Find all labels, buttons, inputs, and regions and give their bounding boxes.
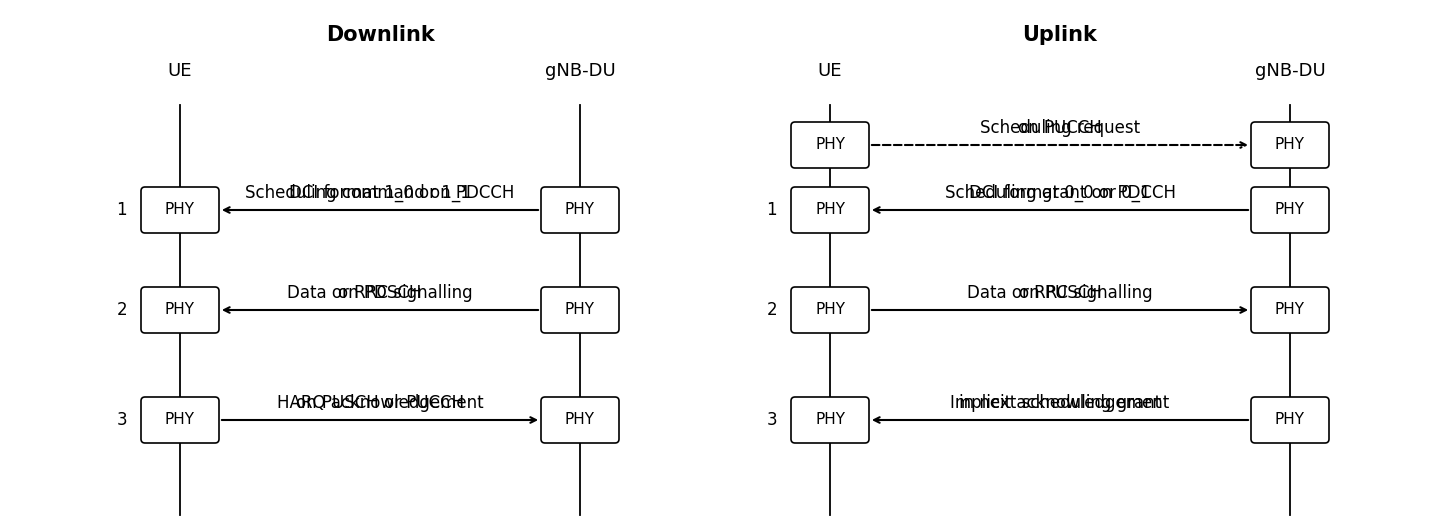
Text: Data or RRC signalling: Data or RRC signalling <box>287 284 472 302</box>
Text: PHY: PHY <box>565 303 595 317</box>
FancyBboxPatch shape <box>142 187 219 233</box>
Text: HARQ acknowledgement: HARQ acknowledgement <box>277 394 484 412</box>
Text: Scheduling command on PDCCH: Scheduling command on PDCCH <box>245 184 514 202</box>
Text: PHY: PHY <box>565 412 595 428</box>
Text: 1: 1 <box>117 201 127 219</box>
Text: PHY: PHY <box>814 303 845 317</box>
Text: in next scheduling grant: in next scheduling grant <box>959 373 1161 412</box>
Text: PHY: PHY <box>165 412 195 428</box>
Text: DCI format 0_0 or 0_1: DCI format 0_0 or 0_1 <box>969 163 1151 202</box>
Text: PHY: PHY <box>1275 303 1305 317</box>
Text: PHY: PHY <box>1275 137 1305 153</box>
Text: PHY: PHY <box>814 412 845 428</box>
Text: UE: UE <box>168 62 192 80</box>
Text: PHY: PHY <box>1275 202 1305 217</box>
Text: PHY: PHY <box>165 202 195 217</box>
FancyBboxPatch shape <box>1251 397 1328 443</box>
Text: Uplink: Uplink <box>1022 25 1097 45</box>
Text: DCI format 1_0 or 1_1: DCI format 1_0 or 1_1 <box>289 163 471 202</box>
FancyBboxPatch shape <box>1251 287 1328 333</box>
FancyBboxPatch shape <box>1251 122 1328 168</box>
Text: Scheduling request: Scheduling request <box>980 119 1141 137</box>
FancyBboxPatch shape <box>791 287 869 333</box>
FancyBboxPatch shape <box>142 397 219 443</box>
Text: on PUCCH: on PUCCH <box>1018 98 1102 137</box>
Text: PHY: PHY <box>1275 412 1305 428</box>
FancyBboxPatch shape <box>791 187 869 233</box>
Text: PHY: PHY <box>165 303 195 317</box>
Text: on PUSCH or PUCCH: on PUSCH or PUCCH <box>296 373 464 412</box>
Text: PHY: PHY <box>814 202 845 217</box>
Text: UE: UE <box>817 62 842 80</box>
Text: gNB-DU: gNB-DU <box>544 62 615 80</box>
Text: PHY: PHY <box>565 202 595 217</box>
Text: Scheduling grant on PDCCH: Scheduling grant on PDCCH <box>944 184 1175 202</box>
FancyBboxPatch shape <box>542 187 619 233</box>
Text: 1: 1 <box>767 201 777 219</box>
Text: 2: 2 <box>767 301 777 319</box>
Text: Implicit acknowledgement: Implicit acknowledgement <box>950 394 1170 412</box>
FancyBboxPatch shape <box>142 287 219 333</box>
Text: 2: 2 <box>117 301 127 319</box>
FancyBboxPatch shape <box>791 122 869 168</box>
FancyBboxPatch shape <box>542 397 619 443</box>
Text: gNB-DU: gNB-DU <box>1255 62 1326 80</box>
Text: 3: 3 <box>117 411 127 429</box>
FancyBboxPatch shape <box>791 397 869 443</box>
FancyBboxPatch shape <box>542 287 619 333</box>
FancyBboxPatch shape <box>1251 187 1328 233</box>
Text: 3: 3 <box>767 411 777 429</box>
Text: on PUSCH: on PUSCH <box>1018 263 1102 302</box>
Text: Data or RRC signalling: Data or RRC signalling <box>967 284 1152 302</box>
Text: on PDSCH: on PDSCH <box>338 263 422 302</box>
Text: PHY: PHY <box>814 137 845 153</box>
Text: Downlink: Downlink <box>326 25 435 45</box>
